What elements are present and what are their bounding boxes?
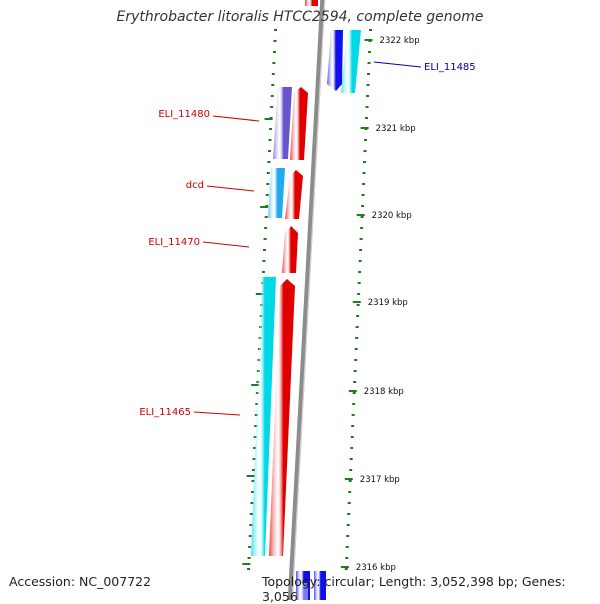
position-label: 2322 kbp [380,36,420,46]
gene-eli11465-red [269,279,295,556]
gene-leader-line [212,115,260,122]
gene-label: dcd [186,180,204,191]
position-label: 2316 kbp [356,563,396,573]
accession-label: Accession: NC_007722 [9,574,152,589]
gene-eli11485-cyan [341,30,361,93]
position-label: 2317 kbp [360,475,400,485]
gene-eli11485-blue [327,30,343,91]
gene-leader-line [373,61,422,68]
position-label: 2319 kbp [368,298,408,308]
gene-label: ELI_11465 [139,407,191,418]
gene-bottom-blue-1 [296,571,310,600]
genome-title: Erythrobacter litoralis HTCC2594, comple… [116,9,484,25]
position-label: 2321 kbp [376,124,416,134]
gene-eli11480-purple [273,87,292,159]
gene-label: ELI_11485 [424,62,476,73]
gene-dcd-red [285,170,303,219]
position-label: 2320 kbp [372,211,412,221]
gene-bottom-blue-2 [314,571,326,600]
gene-eli11465-cyan [251,277,276,556]
gene-top-partial [305,0,318,6]
gene-leader-line [193,411,241,416]
gene-label: ELI_11470 [148,237,200,248]
position-label: 2318 kbp [364,387,404,397]
gene-eli11470-red [282,226,298,273]
backbone-highlight [291,0,326,600]
gene-leader-line [202,241,250,248]
gene-bottom-gap [299,583,308,600]
gene-label: ELI_11480 [158,109,210,120]
gene-dcd-blue [268,168,285,218]
backbone-line [287,0,326,600]
gene-leader-line [206,185,255,192]
gene-eli11480-red [290,87,308,160]
